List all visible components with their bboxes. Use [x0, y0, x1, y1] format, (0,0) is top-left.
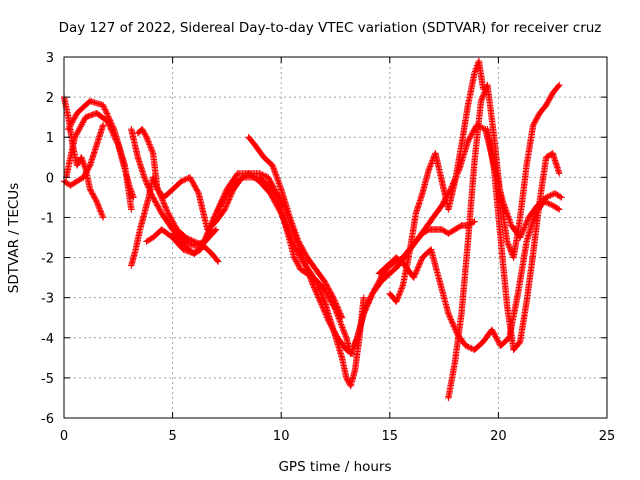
series-trace-9 — [169, 170, 367, 390]
data-point-markers — [386, 57, 487, 305]
y-tick-label: 0 — [46, 171, 54, 186]
data-points — [60, 57, 565, 402]
data-point-markers — [245, 134, 346, 321]
y-tick-label: 3 — [46, 51, 54, 66]
plot-frame — [63, 56, 608, 419]
y-tick-label: -1 — [41, 211, 54, 226]
series-trace-13 — [375, 198, 563, 353]
y-tick-label: -4 — [41, 332, 54, 347]
x-axis-label: GPS time / hours — [278, 459, 391, 475]
axis-ticks: 0 5 10 15 20 25 -6 -5 -4 -3 -2 -1 0 1 2 3 — [41, 51, 615, 444]
data-point-markers — [445, 81, 563, 402]
series-trace-15 — [445, 81, 563, 402]
data-point-markers — [169, 170, 367, 390]
y-tick-label: -5 — [41, 372, 54, 387]
series-trace-14 — [386, 57, 487, 305]
chart-title: Day 127 of 2022, Sidereal Day-to-day VTE… — [59, 20, 602, 36]
x-tick-label: 20 — [490, 429, 507, 444]
data-point-markers — [375, 198, 563, 353]
y-tick-label: -2 — [41, 252, 54, 267]
x-tick-label: 0 — [60, 429, 68, 444]
x-tick-label: 5 — [168, 429, 176, 444]
x-tick-label: 15 — [382, 429, 399, 444]
y-tick-label: -3 — [41, 292, 54, 307]
series-trace-10 — [245, 134, 346, 321]
y-tick-label: -6 — [41, 412, 54, 427]
x-tick-label: 10 — [273, 429, 290, 444]
data-point-markers — [484, 126, 563, 353]
y-tick-label: 2 — [46, 91, 54, 106]
x-tick-label: 25 — [599, 429, 616, 444]
series-trace-16 — [484, 126, 563, 353]
y-tick-label: 1 — [46, 131, 54, 146]
y-axis-label: SDTVAR / TECUs — [6, 183, 22, 293]
